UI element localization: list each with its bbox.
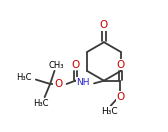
- Text: H₃C: H₃C: [34, 99, 49, 108]
- Text: NH: NH: [76, 78, 90, 87]
- Text: CH₃: CH₃: [49, 61, 65, 70]
- Text: O: O: [116, 92, 124, 102]
- Text: H₃C: H₃C: [16, 73, 31, 82]
- Text: H₃C: H₃C: [101, 107, 118, 116]
- Text: O: O: [71, 60, 79, 70]
- Text: O: O: [100, 20, 108, 30]
- Text: O: O: [54, 79, 62, 89]
- Text: O: O: [116, 60, 124, 70]
